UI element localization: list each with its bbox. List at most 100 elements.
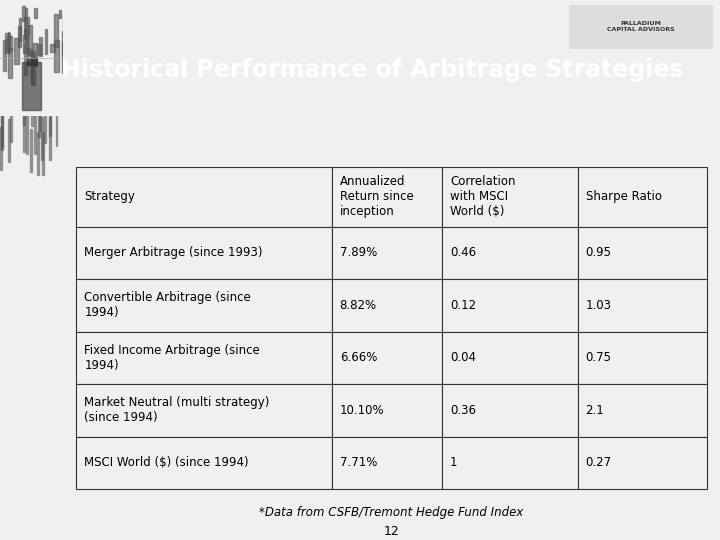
Bar <box>35 32 37 39</box>
Bar <box>11 37 16 69</box>
Bar <box>22 122 24 165</box>
Bar <box>76 167 332 227</box>
Text: 0.95: 0.95 <box>585 246 611 259</box>
Bar <box>76 279 332 332</box>
Text: 6.66%: 6.66% <box>340 352 377 365</box>
Text: 0.12: 0.12 <box>450 299 476 312</box>
Bar <box>22 33 24 62</box>
Bar <box>42 12 45 36</box>
Bar <box>442 279 577 332</box>
Text: 12: 12 <box>384 525 400 538</box>
Text: 7.71%: 7.71% <box>340 456 377 469</box>
Bar <box>29 16 32 36</box>
Text: *Data from CSFB/Tremont Hedge Fund Index: *Data from CSFB/Tremont Hedge Fund Index <box>259 506 524 519</box>
Bar <box>24 32 29 63</box>
Bar <box>28 45 32 62</box>
Bar <box>20 85 22 129</box>
Bar <box>332 332 442 384</box>
Bar <box>55 25 57 45</box>
Bar <box>56 102 58 145</box>
Text: Annualized
Return since
inception: Annualized Return since inception <box>340 176 413 218</box>
Text: 2.1: 2.1 <box>585 404 604 417</box>
Bar <box>37 45 40 77</box>
Bar <box>76 437 332 489</box>
Text: Strategy: Strategy <box>84 190 135 203</box>
Bar <box>577 279 707 332</box>
Bar <box>442 227 577 279</box>
Text: Convertible Arbitrage (since
1994): Convertible Arbitrage (since 1994) <box>84 292 251 319</box>
Text: Merger Arbitrage (since 1993): Merger Arbitrage (since 1993) <box>84 246 263 259</box>
Bar <box>332 437 442 489</box>
Bar <box>15 131 17 174</box>
Bar <box>332 384 442 437</box>
Bar <box>442 437 577 489</box>
Bar <box>332 279 442 332</box>
Bar <box>442 332 577 384</box>
Text: Sharpe Ratio: Sharpe Ratio <box>585 190 662 203</box>
Text: 10.10%: 10.10% <box>340 404 384 417</box>
Text: 1.03: 1.03 <box>585 299 611 312</box>
Bar <box>577 384 707 437</box>
Text: Market Neutral (multi strategy)
(since 1994): Market Neutral (multi strategy) (since 1… <box>84 396 270 424</box>
Bar <box>569 5 714 49</box>
Bar <box>53 6 57 18</box>
Bar <box>27 58 37 65</box>
Bar <box>5 129 6 172</box>
Bar <box>16 45 19 71</box>
Bar <box>577 332 707 384</box>
Bar <box>76 384 332 437</box>
Text: 8.82%: 8.82% <box>340 299 377 312</box>
Bar <box>63 105 65 148</box>
Bar <box>36 36 39 66</box>
Bar <box>577 437 707 489</box>
Text: 0.75: 0.75 <box>585 352 611 365</box>
Bar <box>6 30 9 40</box>
Bar <box>46 49 51 58</box>
Bar <box>40 26 43 58</box>
Bar <box>30 50 32 78</box>
Bar <box>32 117 35 160</box>
Text: Historical Performance of Arbitrage Strategies: Historical Performance of Arbitrage Stra… <box>60 58 683 82</box>
Bar <box>48 23 49 51</box>
Text: 0.36: 0.36 <box>450 404 476 417</box>
Bar <box>33 43 37 73</box>
Bar <box>9 96 10 139</box>
Bar <box>19 52 22 66</box>
Bar <box>10 42 13 65</box>
Bar <box>12 107 14 151</box>
Text: 0.04: 0.04 <box>450 352 476 365</box>
Bar <box>5 9 10 42</box>
Bar <box>61 106 63 149</box>
Bar <box>13 128 15 171</box>
Bar <box>22 92 24 136</box>
Text: PALLADIUM
CAPITAL ADVISORS: PALLADIUM CAPITAL ADVISORS <box>608 21 675 32</box>
Bar <box>442 384 577 437</box>
Bar <box>48 35 53 59</box>
Bar <box>332 167 442 227</box>
Bar <box>8 9 12 29</box>
Bar <box>55 131 57 174</box>
Bar <box>54 45 55 61</box>
Bar <box>577 227 707 279</box>
Bar <box>9 94 11 137</box>
Bar <box>22 62 41 110</box>
Bar <box>36 84 38 127</box>
Text: Fixed Income Arbitrage (since
1994): Fixed Income Arbitrage (since 1994) <box>84 344 260 372</box>
Bar <box>28 29 30 48</box>
Bar <box>32 52 36 75</box>
Bar <box>30 100 32 144</box>
Text: 7.89%: 7.89% <box>340 246 377 259</box>
Text: Correlation
with MSCI
World ($): Correlation with MSCI World ($) <box>450 176 516 218</box>
Text: 1: 1 <box>450 456 457 469</box>
Text: 0.46: 0.46 <box>450 246 476 259</box>
Bar <box>52 133 54 176</box>
Bar <box>4 45 5 75</box>
Bar <box>46 12 48 24</box>
Bar <box>442 167 577 227</box>
Bar <box>45 19 48 38</box>
Bar <box>61 126 63 170</box>
Bar <box>24 122 27 165</box>
Bar <box>19 133 20 176</box>
Bar <box>76 227 332 279</box>
Bar <box>577 167 707 227</box>
